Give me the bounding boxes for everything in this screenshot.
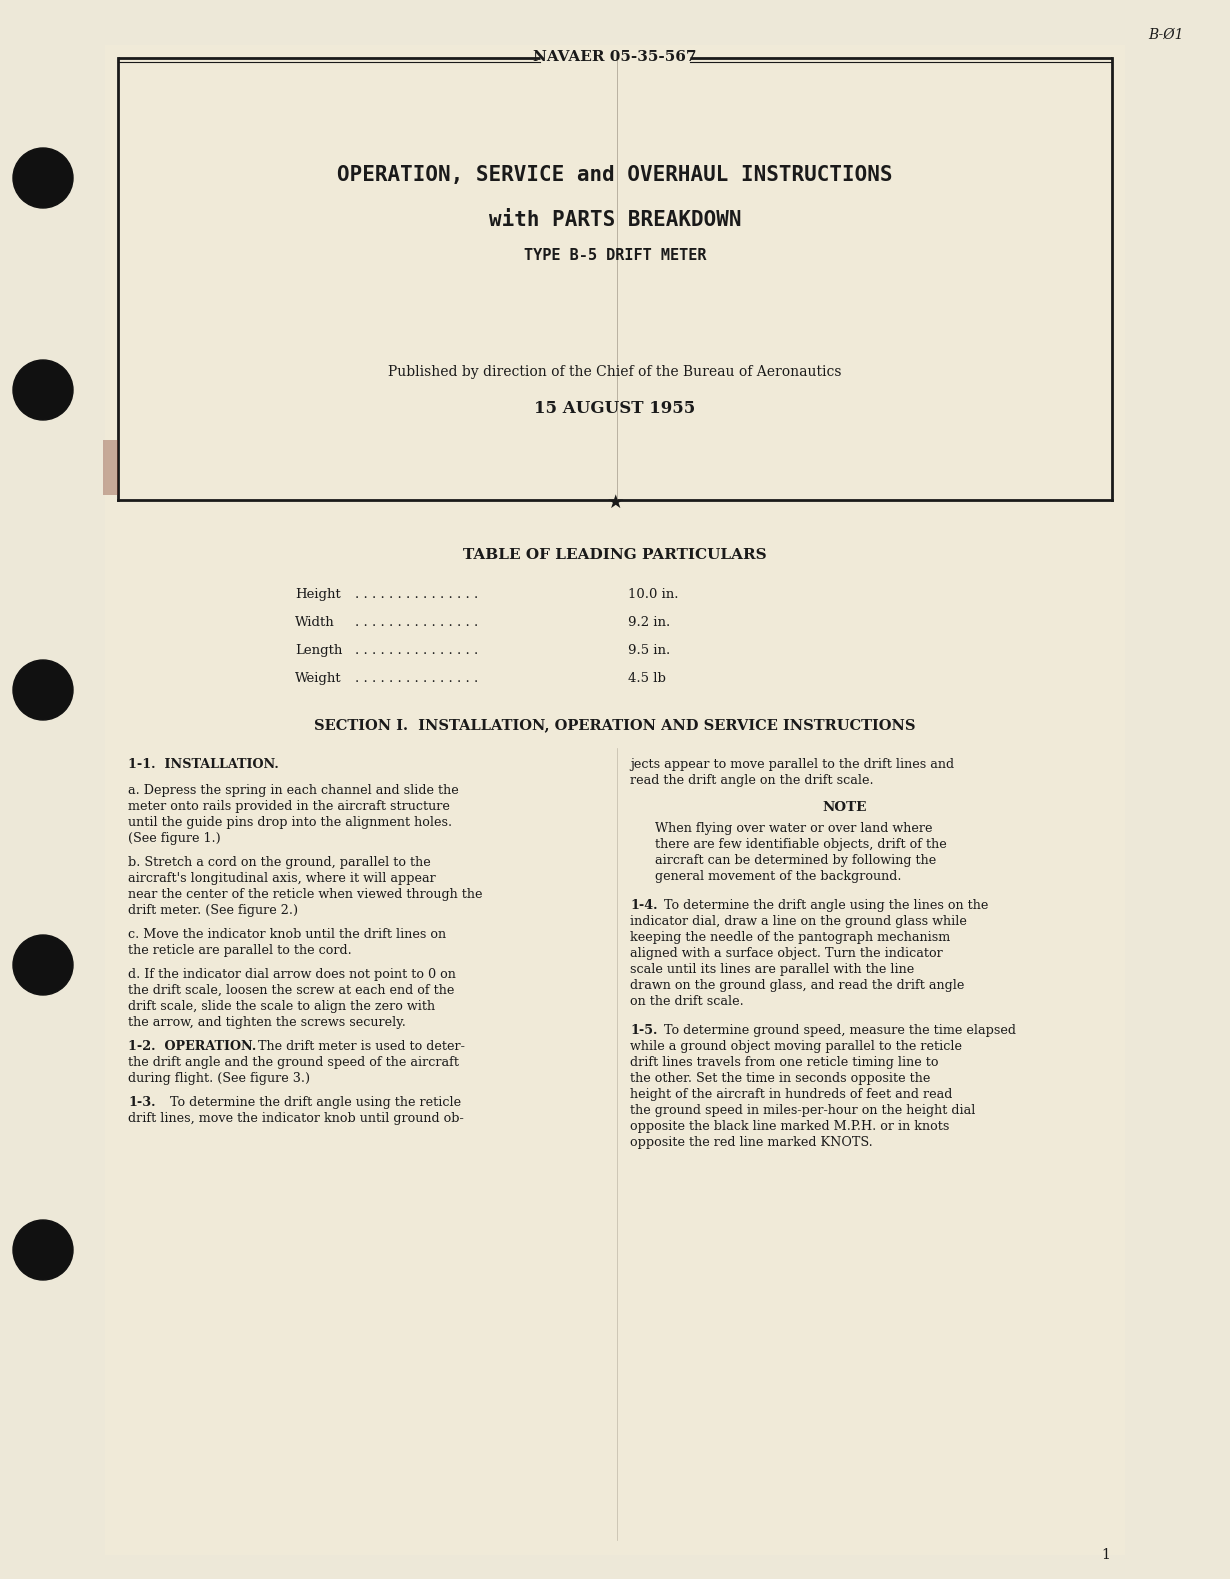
Text: the drift scale, loosen the screw at each end of the: the drift scale, loosen the screw at eac… <box>128 984 454 996</box>
Text: . . . . . . . . . . . . . . .: . . . . . . . . . . . . . . . <box>355 616 478 628</box>
Circle shape <box>14 935 73 995</box>
Text: the ground speed in miles-per-hour on the height dial: the ground speed in miles-per-hour on th… <box>630 1104 975 1116</box>
Text: Width: Width <box>295 616 335 628</box>
Circle shape <box>14 148 73 208</box>
Text: meter onto rails provided in the aircraft structure: meter onto rails provided in the aircraf… <box>128 799 450 813</box>
Text: aircraft's longitudinal axis, where it will appear: aircraft's longitudinal axis, where it w… <box>128 872 435 884</box>
Text: 1: 1 <box>1101 1547 1109 1562</box>
Text: NOTE: NOTE <box>823 801 867 815</box>
Text: Length: Length <box>295 644 342 657</box>
Text: the reticle are parallel to the cord.: the reticle are parallel to the cord. <box>128 944 352 957</box>
Text: opposite the black line marked M.P.H. or in knots: opposite the black line marked M.P.H. or… <box>630 1120 950 1132</box>
Text: 1-3.: 1-3. <box>128 1096 155 1108</box>
Circle shape <box>14 1221 73 1281</box>
Text: . . . . . . . . . . . . . . .: . . . . . . . . . . . . . . . <box>355 644 478 657</box>
Text: the drift angle and the ground speed of the aircraft: the drift angle and the ground speed of … <box>128 1056 459 1069</box>
Text: general movement of the background.: general movement of the background. <box>656 870 902 883</box>
Text: near the center of the reticle when viewed through the: near the center of the reticle when view… <box>128 887 482 900</box>
Text: 9.5 in.: 9.5 in. <box>629 644 670 657</box>
Text: jects appear to move parallel to the drift lines and: jects appear to move parallel to the dri… <box>630 758 954 771</box>
Text: there are few identifiable objects, drift of the: there are few identifiable objects, drif… <box>656 838 947 851</box>
Bar <box>105 44 1125 1555</box>
Text: a. Depress the spring in each channel and slide the: a. Depress the spring in each channel an… <box>128 783 459 796</box>
Text: d. If the indicator dial arrow does not point to 0 on: d. If the indicator dial arrow does not … <box>128 968 456 981</box>
Text: B-Ø1: B-Ø1 <box>1148 28 1183 43</box>
Circle shape <box>14 360 73 420</box>
Text: OPERATION, SERVICE and OVERHAUL INSTRUCTIONS: OPERATION, SERVICE and OVERHAUL INSTRUCT… <box>337 164 893 185</box>
Text: The drift meter is used to deter-: The drift meter is used to deter- <box>250 1039 465 1053</box>
Text: on the drift scale.: on the drift scale. <box>630 995 744 1007</box>
Text: . . . . . . . . . . . . . . .: . . . . . . . . . . . . . . . <box>355 587 478 602</box>
Text: (See figure 1.): (See figure 1.) <box>128 832 220 845</box>
Text: until the guide pins drop into the alignment holes.: until the guide pins drop into the align… <box>128 816 453 829</box>
Text: 1-2.  OPERATION.: 1-2. OPERATION. <box>128 1039 256 1053</box>
Text: 10.0 in.: 10.0 in. <box>629 587 679 602</box>
Text: during flight. (See figure 3.): during flight. (See figure 3.) <box>128 1072 310 1085</box>
Text: To determine the drift angle using the reticle: To determine the drift angle using the r… <box>162 1096 461 1108</box>
Text: keeping the needle of the pantograph mechanism: keeping the needle of the pantograph mec… <box>630 930 951 944</box>
Text: 1-4.: 1-4. <box>630 898 658 911</box>
Text: drift lines travels from one reticle timing line to: drift lines travels from one reticle tim… <box>630 1056 938 1069</box>
Text: When flying over water or over land where: When flying over water or over land wher… <box>656 823 932 835</box>
Text: drift meter. (See figure 2.): drift meter. (See figure 2.) <box>128 903 298 916</box>
Text: Published by direction of the Chief of the Bureau of Aeronautics: Published by direction of the Chief of t… <box>389 365 841 379</box>
Text: height of the aircraft in hundreds of feet and read: height of the aircraft in hundreds of fe… <box>630 1088 952 1101</box>
Text: SECTION I.  INSTALLATION, OPERATION AND SERVICE INSTRUCTIONS: SECTION I. INSTALLATION, OPERATION AND S… <box>314 718 916 733</box>
Text: aircraft can be determined by following the: aircraft can be determined by following … <box>656 854 936 867</box>
Text: the other. Set the time in seconds opposite the: the other. Set the time in seconds oppos… <box>630 1072 930 1085</box>
Circle shape <box>14 660 73 720</box>
Bar <box>103 441 118 494</box>
Text: with PARTS BREAKDOWN: with PARTS BREAKDOWN <box>488 210 742 231</box>
Text: opposite the red line marked KNOTS.: opposite the red line marked KNOTS. <box>630 1135 873 1148</box>
Text: drift lines, move the indicator knob until ground ob-: drift lines, move the indicator knob unt… <box>128 1112 464 1124</box>
Text: c. Move the indicator knob until the drift lines on: c. Move the indicator knob until the dri… <box>128 927 446 941</box>
Text: Height: Height <box>295 587 341 602</box>
Text: scale until its lines are parallel with the line: scale until its lines are parallel with … <box>630 963 914 976</box>
Text: TABLE OF LEADING PARTICULARS: TABLE OF LEADING PARTICULARS <box>464 548 766 562</box>
Text: drawn on the ground glass, and read the drift angle: drawn on the ground glass, and read the … <box>630 979 964 992</box>
Text: TYPE B-5 DRIFT METER: TYPE B-5 DRIFT METER <box>524 248 706 264</box>
Text: NAVAER 05-35-567: NAVAER 05-35-567 <box>534 51 696 65</box>
Text: To determine the drift angle using the lines on the: To determine the drift angle using the l… <box>664 898 989 911</box>
Text: ★: ★ <box>606 493 624 512</box>
Text: drift scale, slide the scale to align the zero with: drift scale, slide the scale to align th… <box>128 1000 435 1012</box>
Text: 4.5 lb: 4.5 lb <box>629 673 665 685</box>
Text: the arrow, and tighten the screws securely.: the arrow, and tighten the screws secure… <box>128 1015 406 1028</box>
Text: b. Stretch a cord on the ground, parallel to the: b. Stretch a cord on the ground, paralle… <box>128 856 430 868</box>
Text: . . . . . . . . . . . . . . .: . . . . . . . . . . . . . . . <box>355 673 478 685</box>
Text: aligned with a surface object. Turn the indicator: aligned with a surface object. Turn the … <box>630 947 942 960</box>
Text: indicator dial, draw a line on the ground glass while: indicator dial, draw a line on the groun… <box>630 914 967 928</box>
Text: 15 AUGUST 1955: 15 AUGUST 1955 <box>534 399 696 417</box>
Text: read the drift angle on the drift scale.: read the drift angle on the drift scale. <box>630 774 873 786</box>
Text: 1-1.  INSTALLATION.: 1-1. INSTALLATION. <box>128 758 279 771</box>
Text: 9.2 in.: 9.2 in. <box>629 616 670 628</box>
Text: To determine ground speed, measure the time elapsed: To determine ground speed, measure the t… <box>664 1023 1016 1036</box>
Text: while a ground object moving parallel to the reticle: while a ground object moving parallel to… <box>630 1039 962 1053</box>
Text: Weight: Weight <box>295 673 342 685</box>
Text: 1-5.: 1-5. <box>630 1023 657 1036</box>
